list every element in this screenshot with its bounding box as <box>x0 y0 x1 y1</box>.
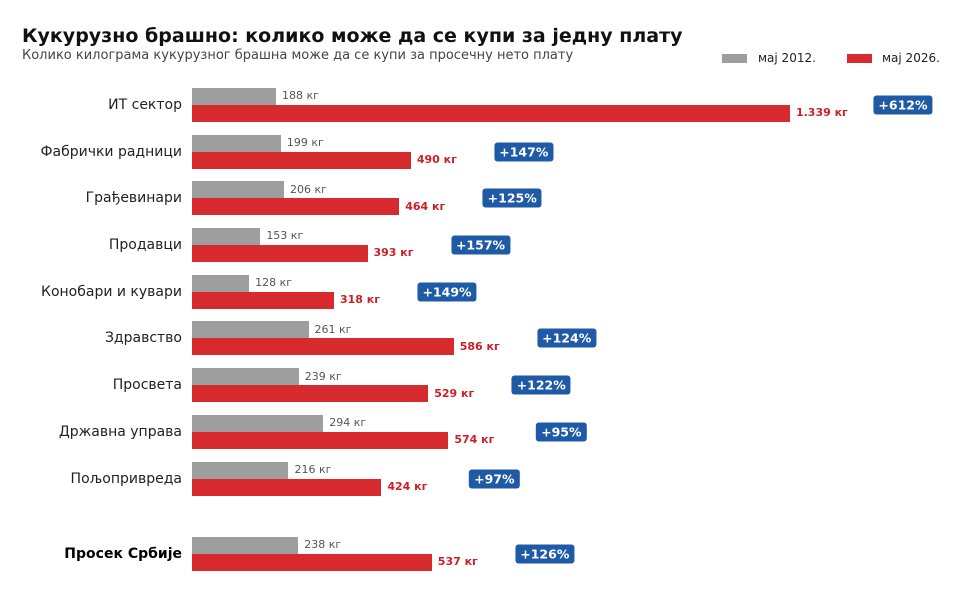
bar-2026 <box>192 431 449 449</box>
bar-2026 <box>192 291 334 309</box>
bar-2026 <box>192 244 368 262</box>
change-badge: +147% <box>494 142 554 162</box>
change-badge: +124% <box>537 328 597 348</box>
bar-2012 <box>192 274 250 292</box>
value-label-2012: 128 кг <box>255 276 293 290</box>
value-label-2012: 188 кг <box>281 89 319 103</box>
change-badge: +95% <box>536 422 587 442</box>
category-label: Фабрички радници <box>40 143 182 160</box>
category-label: Просек Србије <box>64 545 182 562</box>
value-label-2026: 464 кг <box>405 199 446 213</box>
bar-2012 <box>192 181 284 199</box>
category-label: Пољопривреда <box>70 470 182 487</box>
category-label: Здравство <box>104 330 182 347</box>
legend-label-2012: мај 2012. <box>758 51 816 65</box>
bar-2012 <box>192 536 299 554</box>
chart-title: Кукурузно брашно: колико може да се купи… <box>22 25 683 47</box>
value-label-2026: 490 кг <box>416 153 457 167</box>
value-label-2012: 153 кг <box>266 229 304 243</box>
value-label-2012: 261 кг <box>314 322 352 336</box>
bar-2026 <box>192 198 400 216</box>
bar-2026 <box>192 151 411 169</box>
bar-2012 <box>192 227 261 245</box>
value-label-2026: 318 кг <box>340 293 381 307</box>
category-label: ИТ сектор <box>108 96 182 113</box>
bar-2012 <box>192 368 299 386</box>
category-label: Просвета <box>112 377 182 394</box>
value-label-2012: 206 кг <box>289 182 327 196</box>
bar-2012 <box>192 461 289 479</box>
value-label-2026: 393 кг <box>373 246 414 260</box>
value-label-2026: 1.339 кг <box>795 106 848 120</box>
change-badge: +126% <box>515 544 575 564</box>
value-label-2026: 574 кг <box>454 433 495 447</box>
change-badge: +97% <box>469 469 520 489</box>
category-label: Грађевинари <box>85 190 182 207</box>
value-label-2012: 216 кг <box>294 463 332 477</box>
value-label-2012: 239 кг <box>304 369 342 383</box>
bar-2012 <box>192 87 276 105</box>
bar-2026 <box>192 104 790 122</box>
bar-2012 <box>192 134 281 152</box>
change-badge: +149% <box>417 282 477 302</box>
value-label-2026: 529 кг <box>434 386 475 400</box>
bar-2026 <box>192 338 454 356</box>
category-label: Конобари и кувари <box>41 283 182 300</box>
value-label-2012: 294 кг <box>329 416 367 430</box>
change-badge: +122% <box>511 375 571 395</box>
value-label-2012: 238 кг <box>304 538 342 552</box>
value-label-2026: 537 кг <box>437 555 478 569</box>
change-badge: +125% <box>482 188 542 208</box>
bar-2026 <box>192 553 432 571</box>
change-badge: +157% <box>450 235 511 255</box>
legend-swatch-2026 <box>847 54 872 63</box>
bar-2026 <box>192 478 382 496</box>
value-label-2026: 424 кг <box>387 480 428 494</box>
category-label: Продавци <box>108 236 182 253</box>
bar-2012 <box>192 321 309 339</box>
category-label: Државна управа <box>58 423 182 440</box>
value-label-2026: 586 кг <box>459 339 500 353</box>
change-badge: +612% <box>873 95 933 115</box>
legend-swatch-2012 <box>722 54 747 63</box>
bar-2026 <box>192 385 429 403</box>
legend-label-2026: мај 2026. <box>882 51 940 65</box>
chart-subtitle: Колико килограма кукурузног брашна може … <box>22 48 574 63</box>
value-label-2012: 199 кг <box>286 136 324 150</box>
bar-2012 <box>192 414 324 432</box>
